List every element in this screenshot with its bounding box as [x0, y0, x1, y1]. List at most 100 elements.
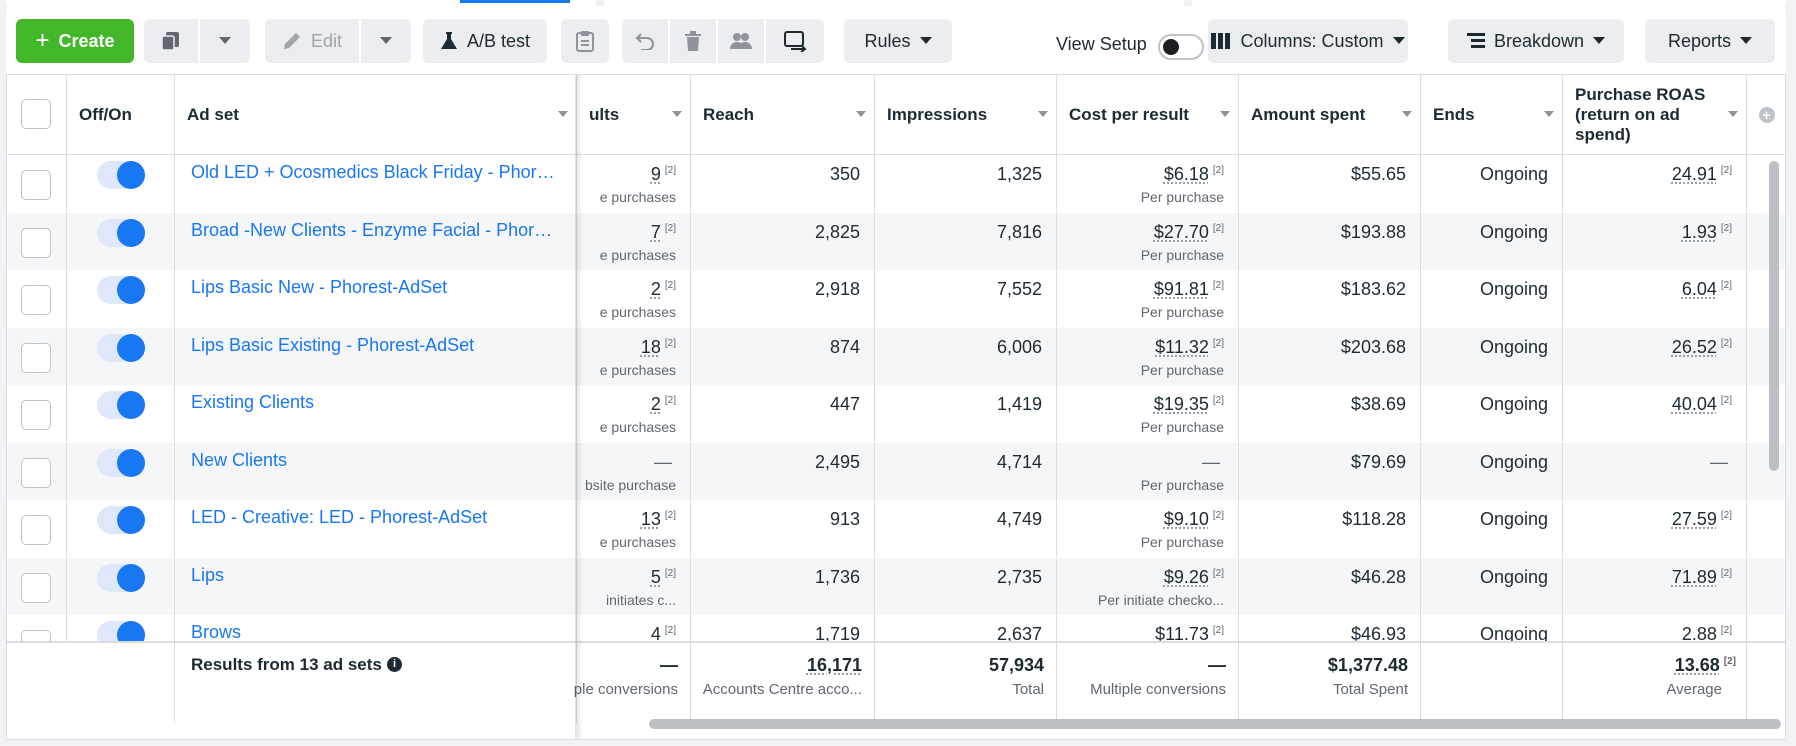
audience-button[interactable]: [718, 19, 764, 63]
adset-toggle[interactable]: [97, 218, 145, 247]
share-preview-button[interactable]: [766, 19, 824, 63]
row-results-number: 5: [650, 566, 661, 587]
row-cpr-value: $11.73 [2]: [1155, 624, 1224, 645]
adset-toggle[interactable]: [97, 506, 145, 534]
edit-button[interactable]: Edit: [265, 19, 359, 63]
footer-roas-sub: Average: [1666, 681, 1722, 698]
row-roas-number: 27.59: [1671, 509, 1717, 529]
row-reach-number: 2,918: [814, 279, 860, 299]
row-ends-value: Ongoing: [1480, 624, 1548, 645]
sort-caret-icon[interactable]: [1544, 111, 1554, 117]
row-roas-value: 6.04 [2]: [1682, 279, 1732, 300]
header-impressions[interactable]: Impressions: [875, 75, 1057, 155]
row-checkbox[interactable]: [21, 342, 51, 373]
duplicate-dropdown-button[interactable]: [200, 19, 250, 63]
adset-name-link[interactable]: New Clients: [191, 449, 288, 470]
reports-button[interactable]: Reports: [1645, 19, 1775, 63]
create-button[interactable]: + Create: [16, 19, 134, 63]
footer-results-value: —: [660, 655, 678, 675]
adset-name-link[interactable]: LED - Creative: LED - Phorest-AdSet: [191, 507, 488, 527]
adset-toggle[interactable]: [97, 448, 145, 477]
columns-icon: [1211, 33, 1231, 49]
row-checkbox[interactable]: [21, 285, 51, 315]
adset-toggle[interactable]: [97, 391, 145, 419]
row-results-cell: 5 [2] initiates c...: [577, 557, 691, 615]
delete-button[interactable]: [670, 19, 716, 63]
adset-toggle[interactable]: [97, 563, 145, 592]
row-spent-cell: $38.69: [1239, 385, 1421, 442]
row-checkbox[interactable]: [21, 170, 51, 200]
sort-caret-icon[interactable]: [558, 111, 568, 117]
row-results-subtext: initiates c...: [605, 591, 676, 608]
ab-test-button[interactable]: A/B test: [423, 19, 547, 63]
row-roas-value: 26.52 [2]: [1672, 337, 1732, 358]
table-row[interactable]: LED - Creative: LED - Phorest-AdSet 13 [2]…: [7, 500, 1785, 557]
sort-caret-icon[interactable]: [1728, 111, 1738, 117]
view-setup-toggle[interactable]: [1158, 34, 1204, 60]
header-reach[interactable]: Reach: [691, 75, 875, 155]
adset-toggle[interactable]: [97, 276, 145, 304]
sort-caret-icon[interactable]: [856, 111, 866, 117]
rules-button[interactable]: Rules: [844, 19, 952, 63]
sort-caret-icon[interactable]: [1402, 111, 1412, 117]
info-icon[interactable]: i: [387, 657, 402, 672]
sort-caret-icon[interactable]: [1220, 111, 1230, 117]
row-checkbox[interactable]: [21, 572, 51, 603]
row-results-cell: 7 [2] e purchases: [577, 212, 691, 270]
header-adset[interactable]: Ad set: [175, 75, 577, 155]
header-cost-per-result[interactable]: Cost per result: [1057, 75, 1239, 155]
add-column-icon[interactable]: +: [1758, 106, 1775, 123]
edit-dropdown-button[interactable]: [361, 19, 411, 63]
row-reach-number: 1,719: [814, 624, 860, 644]
table-row[interactable]: Existing Clients 2 [2] e purchases 447 1,419 $…: [7, 385, 1785, 442]
table-row[interactable]: Broad -New Clients - Enzyme Facial - Pho…: [7, 212, 1785, 270]
header-amount-spent[interactable]: Amount spent: [1239, 75, 1421, 155]
sort-caret-icon[interactable]: [1038, 111, 1048, 117]
row-checkbox[interactable]: [21, 457, 51, 488]
breakdown-button[interactable]: Breakdown: [1448, 19, 1624, 63]
footer-impressions: 57,934 Total: [875, 643, 1057, 723]
row-checkbox[interactable]: [21, 515, 51, 545]
row-ends-number: Ongoing: [1479, 164, 1548, 184]
row-roas-cell: —: [1563, 442, 1747, 500]
table-row[interactable]: Lips 5 [2] initiates c... 1,736 2,735 $9.26 [2]…: [7, 557, 1785, 615]
adset-name-link[interactable]: Lips Basic Existing - Phorest-AdSet: [191, 334, 475, 355]
row-checkbox[interactable]: [21, 400, 51, 430]
adset-toggle[interactable]: [97, 333, 145, 362]
row-ends-cell: Ongoing: [1421, 270, 1563, 327]
columns-button[interactable]: Columns: Custom: [1208, 19, 1408, 63]
table-row[interactable]: New Clients — bsite purchase 2,495 4,714 — Per…: [7, 442, 1785, 500]
header-roas[interactable]: Purchase ROAS (return on ad spend): [1563, 75, 1747, 155]
create-label: Create: [58, 30, 115, 51]
trash-icon: [685, 31, 701, 51]
vertical-scrollbar[interactable]: [1769, 161, 1779, 471]
adset-toggle[interactable]: [97, 161, 145, 189]
table-row[interactable]: Lips Basic Existing - Phorest-AdSet 18 [2]…: [7, 327, 1785, 385]
row-onoff-cell: [67, 155, 175, 212]
sort-caret-icon[interactable]: [672, 111, 682, 117]
undo-button[interactable]: [622, 19, 668, 63]
row-results-footnote: [2]: [664, 395, 676, 406]
table-row[interactable]: Old LED + Ocosmedics Black Friday - Phor…: [7, 155, 1785, 212]
adset-name-link[interactable]: Lips: [191, 564, 225, 585]
header-ends[interactable]: Ends: [1421, 75, 1563, 155]
row-ends-cell: Ongoing: [1421, 327, 1563, 385]
row-roas-footnote: [2]: [1720, 280, 1732, 291]
adset-name-link[interactable]: Lips Basic New - Phorest-AdSet: [191, 277, 448, 297]
row-cpr-footnote: [2]: [1212, 567, 1224, 579]
duplicate-button[interactable]: [144, 19, 198, 63]
adset-name-link[interactable]: Old LED + Ocosmedics Black Friday - Phor…: [191, 162, 561, 182]
header-results[interactable]: ults: [577, 75, 691, 155]
row-reach-cell: 2,495: [691, 442, 875, 500]
row-reach-cell: 2,825: [691, 212, 875, 270]
paste-button[interactable]: [561, 19, 609, 63]
header-add-column[interactable]: +: [1747, 75, 1785, 155]
row-checkbox[interactable]: [21, 227, 51, 258]
row-results-number: 4: [650, 624, 661, 644]
select-all-checkbox[interactable]: [21, 99, 51, 129]
horizontal-scrollbar[interactable]: [649, 719, 1781, 729]
adset-name-link[interactable]: Broad -New Clients - Enzyme Facial - Pho…: [191, 219, 561, 240]
table-row[interactable]: Lips Basic New - Phorest-AdSet 2 [2] e purc…: [7, 270, 1785, 327]
adset-name-link[interactable]: Existing Clients: [191, 392, 315, 412]
adset-name-link[interactable]: Brows: [191, 622, 242, 642]
